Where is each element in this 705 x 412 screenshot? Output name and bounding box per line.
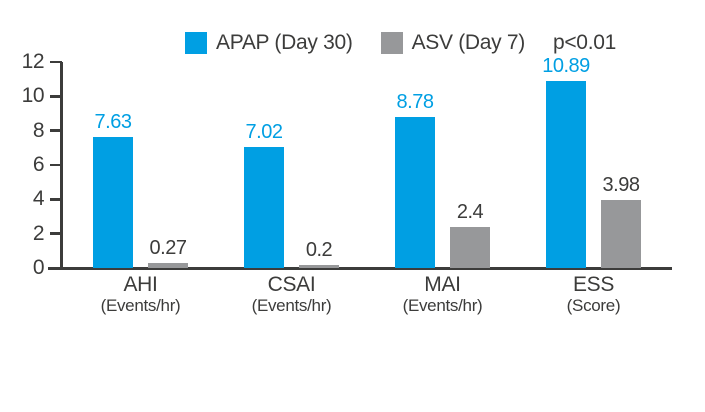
category-name: CSAI xyxy=(267,273,316,296)
bar-asv-mai xyxy=(450,226,490,268)
bar-asv-ess xyxy=(601,199,641,268)
bar-apap-ahi xyxy=(93,137,133,268)
bar-value-label: 10.89 xyxy=(542,55,590,78)
y-tick-label: 6 xyxy=(32,153,45,176)
y-tick-mark xyxy=(50,129,62,132)
legend-item-apap: APAP (Day 30) xyxy=(185,31,353,55)
legend-item-asv: ASV (Day 7) xyxy=(380,31,526,55)
bar-asv-csai xyxy=(299,264,339,268)
bar-value-label: 0.2 xyxy=(305,238,333,261)
bar-value-label: 8.78 xyxy=(396,91,434,114)
bar-apap-ess xyxy=(546,81,586,268)
y-tick-label: 10 xyxy=(21,84,45,108)
category-name: MAI xyxy=(424,273,461,296)
bar-value-label: 7.02 xyxy=(245,121,283,144)
y-tick-label: 12 xyxy=(21,50,45,73)
y-tick-label: 0 xyxy=(32,256,45,279)
y-tick-label: 2 xyxy=(32,221,45,245)
category-unit: (Events/hr) xyxy=(402,296,483,315)
category-label-ess: ESS (Score) xyxy=(519,273,669,315)
bar-apap-csai xyxy=(244,147,284,268)
bar-value-label: 7.63 xyxy=(94,111,132,134)
category-label-csai: CSAI (Events/hr) xyxy=(217,273,367,315)
legend-label-asv: ASV (Day 7) xyxy=(411,31,526,54)
apap-color-swatch-icon xyxy=(185,32,207,54)
y-tick-mark xyxy=(50,232,62,235)
p-value-annotation: p<0.01 xyxy=(553,31,616,55)
x-axis-line xyxy=(48,266,672,270)
bar-asv-ahi xyxy=(148,263,188,268)
y-tick-label: 4 xyxy=(32,187,45,211)
y-tick-label: 8 xyxy=(32,118,45,142)
bar-value-label: 3.98 xyxy=(602,173,640,196)
y-tick-mark xyxy=(50,95,62,98)
y-tick-mark xyxy=(50,60,62,64)
bar-value-label: 0.27 xyxy=(149,237,187,260)
bar-apap-mai xyxy=(395,117,435,268)
y-tick-mark xyxy=(50,266,62,270)
category-label-mai: MAI (Events/hr) xyxy=(368,273,518,315)
category-label-ahi: AHI (Events/hr) xyxy=(66,273,216,315)
bar-value-label: 2.4 xyxy=(456,200,484,223)
asv-color-swatch-icon xyxy=(380,32,403,54)
category-name: ESS xyxy=(572,273,615,296)
category-unit: (Events/hr) xyxy=(100,296,181,315)
category-unit: (Events/hr) xyxy=(251,296,332,315)
category-name: AHI xyxy=(123,273,158,296)
legend-label-apap: APAP (Day 30) xyxy=(216,31,353,54)
p-value-text: p<0.01 xyxy=(552,31,616,54)
y-tick-mark xyxy=(50,198,62,201)
category-unit: (Score) xyxy=(566,296,621,315)
y-tick-mark xyxy=(50,163,62,167)
chart-legend: APAP (Day 30) ASV (Day 7) p<0.01 xyxy=(185,31,616,55)
